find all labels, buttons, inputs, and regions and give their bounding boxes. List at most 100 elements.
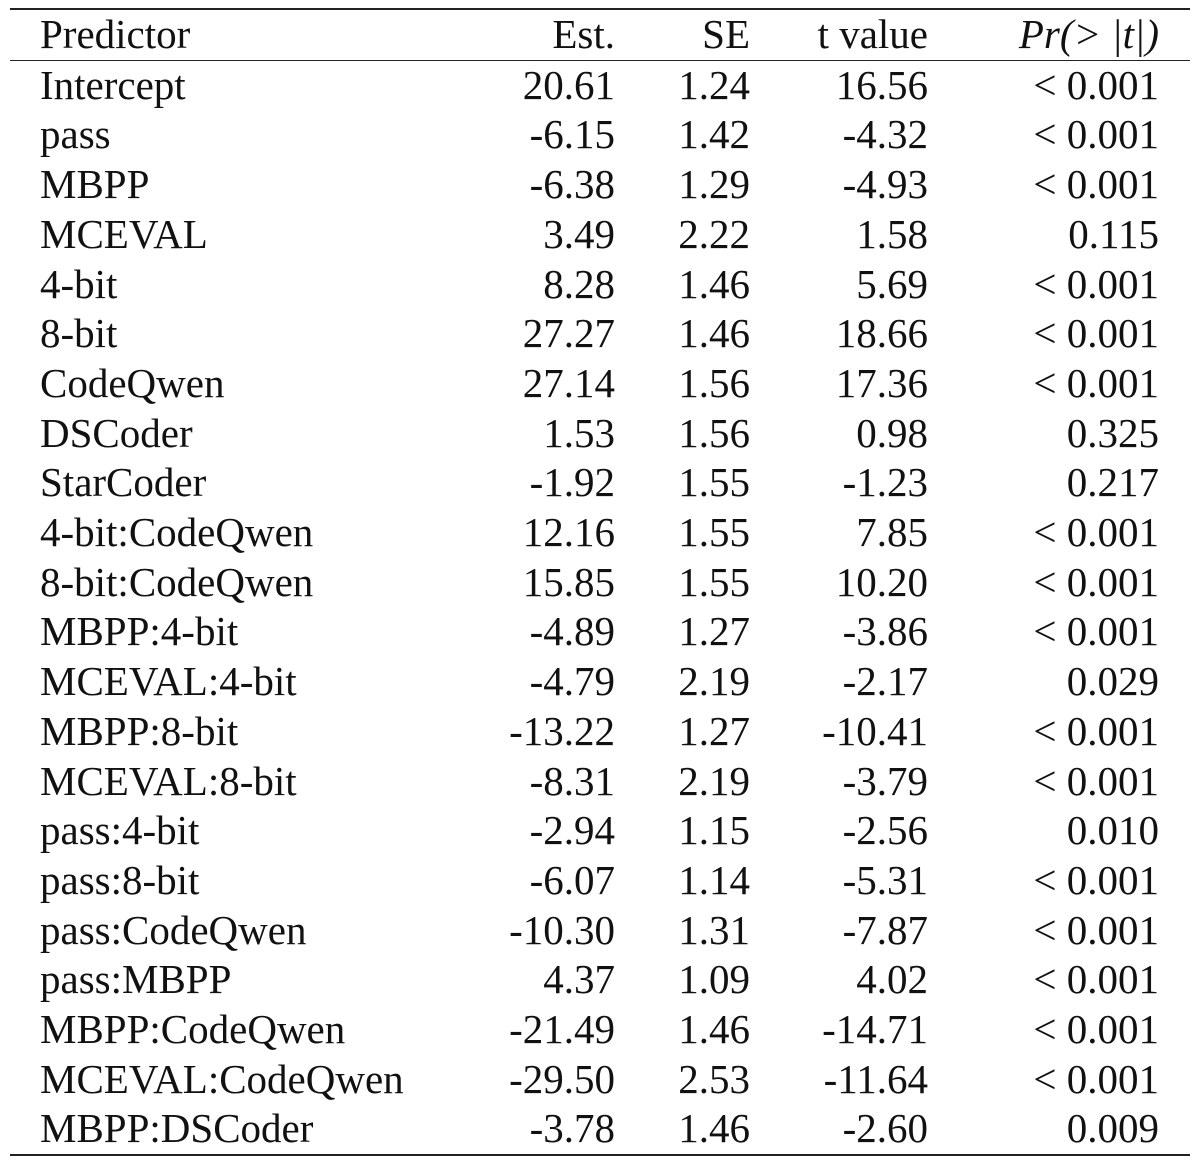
- table-row: MBPP -6.38 1.29 -4.93 < 0.001: [10, 160, 1190, 210]
- table-row: MBPP:4-bit -4.89 1.27 -3.86 < 0.001: [10, 607, 1190, 657]
- regression-table: Predictor Est. SE t value Pr(> |t|) Inte…: [10, 8, 1190, 1156]
- cell-p-value: < 0.001: [1033, 1055, 1159, 1102]
- table-row: 8-bit 27.27 1.46 18.66 < 0.001: [10, 309, 1190, 359]
- cell-t-value: 7.85: [856, 509, 928, 556]
- cell-predictor: 8-bit: [40, 310, 118, 357]
- cell-predictor: MCEVAL:CodeQwen: [40, 1055, 404, 1102]
- cell-t-value: 4.02: [856, 956, 928, 1003]
- cell-t-value: -2.56: [842, 807, 928, 854]
- cell-predictor: pass:8-bit: [40, 856, 200, 903]
- header-t-value: t value: [817, 11, 928, 57]
- cell-estimate: 3.49: [543, 210, 615, 257]
- cell-t-value: 5.69: [856, 260, 928, 307]
- cell-estimate: 27.27: [522, 310, 615, 357]
- cell-p-value: < 0.001: [1033, 310, 1159, 357]
- cell-estimate: 20.61: [522, 61, 615, 108]
- cell-estimate: -6.07: [529, 856, 615, 903]
- table-row: MCEVAL:CodeQwen -29.50 2.53 -11.64 < 0.001: [10, 1055, 1190, 1105]
- cell-estimate: -4.89: [529, 608, 615, 655]
- cell-standard-error: 1.46: [678, 310, 750, 357]
- cell-p-value: < 0.001: [1033, 608, 1159, 655]
- cell-standard-error: 1.27: [678, 608, 750, 655]
- regression-table-container: Predictor Est. SE t value Pr(> |t|) Inte…: [10, 8, 1190, 1156]
- cell-standard-error: 2.19: [678, 757, 750, 804]
- cell-standard-error: 2.53: [678, 1055, 750, 1102]
- cell-estimate: 12.16: [522, 509, 615, 556]
- cell-predictor: 4-bit: [40, 260, 118, 307]
- cell-predictor: Intercept: [40, 61, 186, 108]
- table-row: pass:MBPP 4.37 1.09 4.02 < 0.001: [10, 955, 1190, 1005]
- cell-t-value: 10.20: [835, 558, 928, 605]
- cell-predictor: MBPP:4-bit: [40, 608, 239, 655]
- cell-predictor: StarCoder: [40, 459, 207, 506]
- header-estimate: Est.: [552, 11, 615, 57]
- cell-predictor: CodeQwen: [40, 359, 225, 406]
- cell-estimate: -21.49: [509, 1006, 615, 1053]
- cell-standard-error: 2.22: [678, 210, 750, 257]
- cell-t-value: -11.64: [823, 1055, 928, 1102]
- table-row: MBPP:8-bit -13.22 1.27 -10.41 < 0.001: [10, 707, 1190, 757]
- cell-estimate: -8.31: [529, 757, 615, 804]
- cell-t-value: 16.56: [835, 61, 928, 108]
- header-row: Predictor Est. SE t value Pr(> |t|): [10, 9, 1190, 61]
- cell-standard-error: 1.31: [678, 906, 750, 953]
- table-row: MCEVAL 3.49 2.22 1.58 0.115: [10, 210, 1190, 260]
- cell-estimate: -1.92: [529, 459, 615, 506]
- cell-predictor: MCEVAL: [40, 210, 208, 257]
- cell-predictor: MBPP:CodeQwen: [40, 1006, 346, 1053]
- cell-predictor: MCEVAL:4-bit: [40, 658, 297, 705]
- cell-standard-error: 1.55: [678, 558, 750, 605]
- table-body: Intercept 20.61 1.24 16.56 < 0.001 pass -6.15 1…: [10, 60, 1190, 1156]
- cell-p-value: 0.029: [1066, 658, 1159, 705]
- cell-estimate: -6.38: [529, 161, 615, 208]
- cell-standard-error: 1.56: [678, 359, 750, 406]
- cell-predictor: DSCoder: [40, 409, 193, 456]
- cell-standard-error: 1.55: [678, 509, 750, 556]
- cell-t-value: -4.32: [842, 111, 928, 158]
- cell-predictor: pass:MBPP: [40, 956, 232, 1003]
- cell-p-value: < 0.001: [1033, 509, 1159, 556]
- cell-predictor: pass:CodeQwen: [40, 906, 307, 953]
- cell-estimate: -29.50: [509, 1055, 615, 1102]
- cell-p-value: < 0.001: [1033, 260, 1159, 307]
- table-row: DSCoder 1.53 1.56 0.98 0.325: [10, 409, 1190, 459]
- table-row: 8-bit:CodeQwen 15.85 1.55 10.20 < 0.001: [10, 558, 1190, 608]
- cell-standard-error: 1.09: [678, 956, 750, 1003]
- cell-p-value: 0.115: [1068, 210, 1159, 257]
- cell-standard-error: 1.46: [678, 1006, 750, 1053]
- cell-predictor: MCEVAL:8-bit: [40, 757, 297, 804]
- cell-standard-error: 1.29: [678, 161, 750, 208]
- cell-p-value: < 0.001: [1033, 1006, 1159, 1053]
- table-row: pass -6.15 1.42 -4.32 < 0.001: [10, 110, 1190, 160]
- cell-estimate: -2.94: [529, 807, 615, 854]
- cell-t-value: -3.79: [842, 757, 928, 804]
- cell-t-value: 1.58: [856, 210, 928, 257]
- cell-p-value: < 0.001: [1033, 558, 1159, 605]
- cell-p-value: < 0.001: [1033, 757, 1159, 804]
- table-row: MBPP:CodeQwen -21.49 1.46 -14.71 < 0.001: [10, 1005, 1190, 1055]
- cell-t-value: -14.71: [822, 1006, 928, 1053]
- cell-standard-error: 1.27: [678, 707, 750, 754]
- cell-t-value: -5.31: [842, 856, 928, 903]
- cell-p-value: 0.010: [1066, 807, 1159, 854]
- header-predictor: Predictor: [40, 11, 191, 57]
- cell-t-value: -2.60: [842, 1105, 928, 1152]
- table-row: pass:8-bit -6.07 1.14 -5.31 < 0.001: [10, 856, 1190, 906]
- cell-p-value: < 0.001: [1033, 856, 1159, 903]
- cell-standard-error: 1.56: [678, 409, 750, 456]
- table-row: MCEVAL:4-bit -4.79 2.19 -2.17 0.029: [10, 657, 1190, 707]
- cell-t-value: 17.36: [835, 359, 928, 406]
- cell-p-value: < 0.001: [1033, 906, 1159, 953]
- cell-estimate: 15.85: [522, 558, 615, 605]
- cell-predictor: 4-bit:CodeQwen: [40, 509, 314, 556]
- cell-t-value: -4.93: [842, 161, 928, 208]
- table-row: Intercept 20.61 1.24 16.56 < 0.001: [10, 60, 1190, 110]
- cell-t-value: -3.86: [842, 608, 928, 655]
- cell-t-value: 18.66: [835, 310, 928, 357]
- cell-estimate: -3.78: [529, 1105, 615, 1152]
- table-row: 4-bit 8.28 1.46 5.69 < 0.001: [10, 260, 1190, 310]
- cell-predictor: MBPP:DSCoder: [40, 1105, 314, 1152]
- cell-standard-error: 1.14: [678, 856, 750, 903]
- cell-p-value: 0.009: [1066, 1105, 1159, 1152]
- cell-t-value: -2.17: [842, 658, 928, 705]
